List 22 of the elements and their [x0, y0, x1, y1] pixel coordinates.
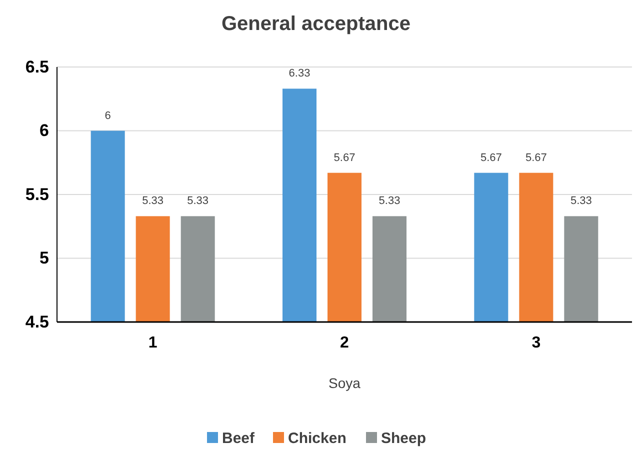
legend-label: Beef	[222, 430, 256, 447]
data-label: 6	[104, 110, 111, 122]
data-label: 5.33	[570, 195, 592, 208]
data-label: 5.67	[480, 152, 502, 164]
x-tick-label: 1	[148, 334, 158, 352]
data-label: 6.33	[288, 68, 310, 80]
y-tick-label: 4.5	[25, 312, 49, 332]
y-tick-label: 6.5	[25, 57, 49, 76]
y-tick-label: 6	[40, 121, 49, 140]
legend-label: Chicken	[288, 430, 346, 447]
data-label: 5.67	[334, 152, 356, 164]
data-label: 5.33	[378, 195, 400, 208]
chart-title: General acceptance	[222, 13, 410, 35]
x-tick-label: 2	[340, 334, 350, 352]
x-axis-title: Soya	[328, 375, 361, 391]
legend-label: Sheep	[381, 430, 426, 447]
data-label: 5.67	[525, 152, 547, 164]
x-tick-label: 3	[532, 334, 541, 352]
y-tick-label: 5.5	[25, 184, 49, 204]
y-tick-label: 5	[40, 248, 49, 268]
data-label: 5.33	[142, 195, 164, 208]
data-label: 5.33	[187, 195, 209, 208]
